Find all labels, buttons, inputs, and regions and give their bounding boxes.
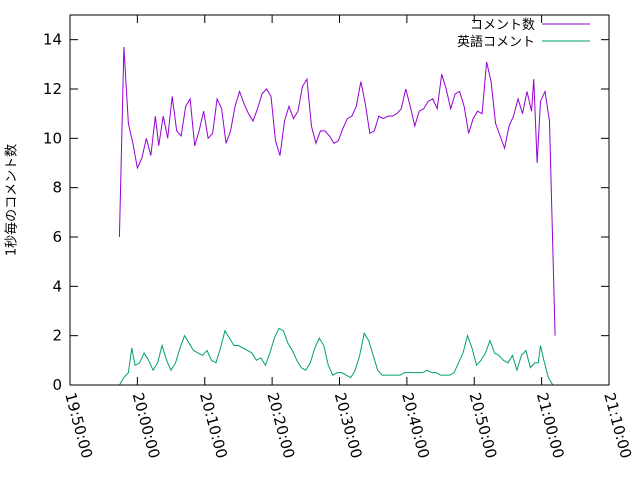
y-axis-label: 1秒毎のコメント数 (4, 144, 20, 256)
legend-label-english-comments: 英語コメント (457, 34, 535, 50)
y-tick-label: 8 (52, 179, 62, 197)
x-tick-label: 20:50:00 (466, 391, 501, 461)
x-tick-label: 21:00:00 (533, 391, 568, 461)
legend: コメント数 英語コメント (457, 18, 590, 50)
legend-label-comment-count: コメント数 (470, 18, 535, 33)
x-tick-label: 20:10:00 (196, 391, 231, 461)
y-tick-label: 12 (43, 80, 62, 98)
y-tick-label: 14 (43, 31, 62, 49)
series-line-2 (118, 327, 554, 386)
plot-frame (69, 14, 610, 386)
x-tick-label: 20:00:00 (129, 391, 164, 461)
y-tick-label: 0 (52, 376, 62, 394)
y-tick-label: 6 (52, 228, 62, 246)
axes (69, 14, 610, 386)
series-line-1 (118, 47, 556, 336)
axis-ticks: 0 2 4 6 8 10 12 14 19:50:00 20:00:00 20:10:00 20:20… (43, 15, 635, 460)
x-tick-label: 20:40:00 (398, 391, 433, 461)
y-tick-label: 2 (52, 327, 62, 345)
plot-area (118, 47, 556, 386)
x-tick-label: 20:20:00 (263, 391, 298, 461)
x-tick-label: 20:30:00 (331, 391, 366, 461)
y-tick-label: 4 (52, 277, 62, 295)
x-tick-label: 21:10:00 (600, 391, 635, 461)
y-tick-label: 10 (43, 129, 62, 147)
x-tick-label: 19:50:00 (61, 391, 96, 461)
